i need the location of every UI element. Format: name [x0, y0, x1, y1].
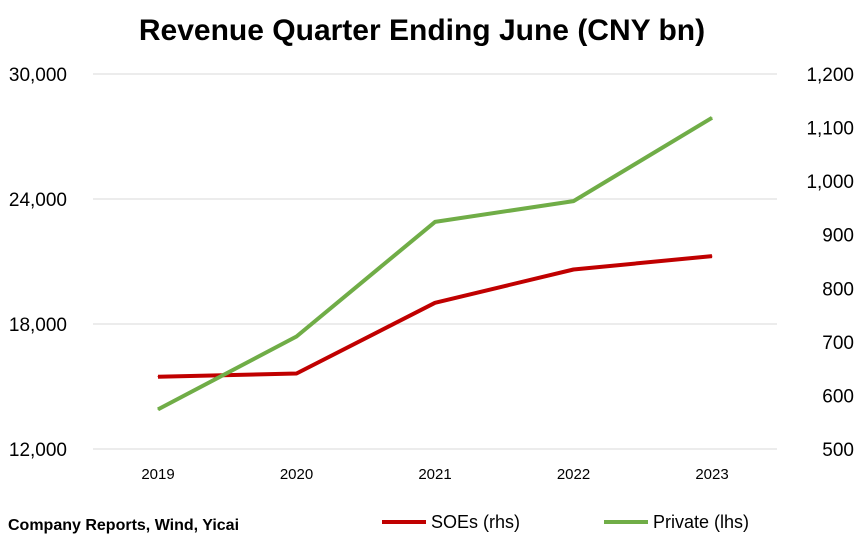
data-point — [296, 336, 297, 337]
gridlines — [93, 73, 777, 450]
left-tick-label: 24,000 — [9, 190, 67, 211]
x-tick-label: 2019 — [141, 466, 174, 483]
right-tick-label: 1,000 — [806, 172, 854, 193]
right-tick-label: 500 — [822, 440, 854, 461]
right-tick-label: 1,200 — [806, 65, 854, 86]
data-point — [157, 408, 159, 410]
data-point — [711, 117, 713, 119]
right-tick-label: 1,100 — [806, 119, 854, 140]
left-tick-label: 18,000 — [9, 315, 67, 336]
data-point — [434, 302, 436, 304]
right-y-axis: 500 600 700 800 900 1,000 1,100 1,200 — [806, 65, 854, 461]
x-tick-label: 2020 — [280, 466, 313, 483]
x-tick-label: 2023 — [695, 466, 728, 483]
legend-label: Private (lhs) — [653, 512, 749, 532]
data-point — [434, 221, 436, 223]
series-line-soes — [157, 254, 713, 379]
x-tick-label: 2021 — [418, 466, 451, 483]
data-point — [711, 255, 713, 257]
series-layer — [157, 116, 714, 412]
right-tick-label: 600 — [822, 386, 854, 407]
left-tick-label: 12,000 — [9, 440, 67, 461]
left-tick-label: 30,000 — [9, 65, 67, 86]
legend-label: SOEs (rhs) — [431, 512, 520, 532]
x-tick-label: 2022 — [557, 466, 590, 483]
data-point — [157, 376, 159, 378]
right-tick-label: 700 — [822, 333, 854, 354]
data-point — [573, 269, 574, 271]
data-point — [573, 200, 574, 202]
source-note: Company Reports, Wind, Yicai — [8, 517, 239, 534]
chart-title: Revenue Quarter Ending June (CNY bn) — [139, 14, 705, 47]
x-axis: 2019 2020 2021 2022 2023 — [141, 466, 728, 483]
legend: SOEs (rhs) Private (lhs) — [382, 512, 749, 532]
left-y-axis: 12,000 18,000 24,000 30,000 — [9, 65, 67, 461]
right-tick-label: 900 — [822, 226, 854, 247]
right-tick-label: 800 — [822, 279, 854, 300]
data-point — [296, 372, 297, 374]
